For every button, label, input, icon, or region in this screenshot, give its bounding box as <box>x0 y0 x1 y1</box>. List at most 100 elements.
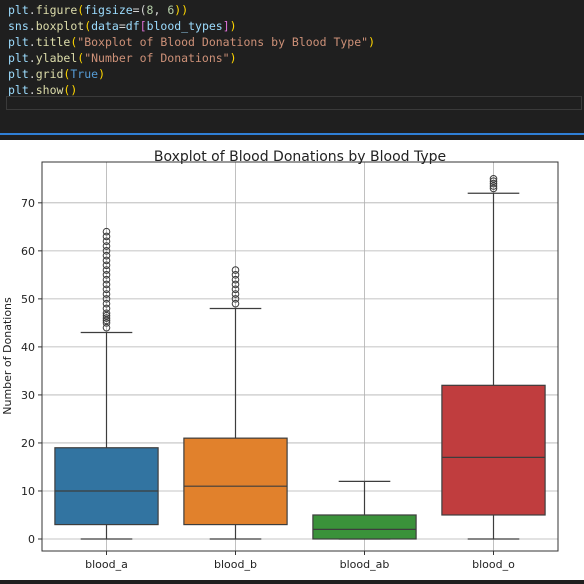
code-line: plt.grid(True) <box>8 66 375 82</box>
code-token: ( <box>84 19 92 33</box>
outlier-point <box>231 271 240 279</box>
outlier-point <box>231 266 240 274</box>
y-axis-ticks: 0 10 20 30 40 50 60 70 <box>21 197 42 546</box>
code-token: ) <box>368 35 376 49</box>
code-token: plt <box>8 83 29 97</box>
code-cell[interactable]: plt.figure(figsize=(8, 6)) sns.boxplot(da… <box>0 0 584 112</box>
outlier-point <box>102 261 111 270</box>
box-series <box>54 175 546 540</box>
outlier-point <box>102 251 111 260</box>
code-token: ( <box>77 3 85 17</box>
outlier-point <box>102 304 111 313</box>
outlier-point <box>489 177 498 186</box>
outlier-point <box>489 179 498 188</box>
outlier-point <box>102 285 111 294</box>
box-iqr <box>54 447 159 526</box>
outlier-point <box>102 247 111 255</box>
outlier-point <box>489 184 498 193</box>
y-tick-label: 30 <box>21 389 35 402</box>
box-iqr <box>312 514 417 540</box>
code-token: = <box>118 19 126 33</box>
outlier-point <box>102 316 111 325</box>
chart-figure: 0 10 20 30 40 50 60 70 blood_a blood_b blood_ab bl… <box>0 140 584 580</box>
box-blood_ab <box>312 480 417 540</box>
outlier-point <box>102 232 111 241</box>
code-token: ) <box>98 67 105 81</box>
empty-code-line[interactable] <box>6 96 582 110</box>
code-editor[interactable]: plt.figure(figsize=(8, 6)) sns.boxplot(da… <box>8 2 375 98</box>
code-token: boxplot <box>35 19 85 33</box>
code-token: title <box>35 35 71 49</box>
box-blood_b <box>183 266 288 540</box>
code-line: plt.figure(figsize=(8, 6)) <box>8 2 375 18</box>
code-token: plt <box>8 51 29 65</box>
outlier-point <box>102 237 111 246</box>
code-token: . <box>28 19 36 33</box>
code-token: ) <box>229 19 237 33</box>
plot-frame <box>41 161 559 552</box>
code-token: )) <box>174 3 189 17</box>
outlier-point <box>231 285 240 294</box>
outlier-point <box>102 290 111 298</box>
code-token: "Boxplot of Blood Donations by Blood Typ… <box>77 35 369 49</box>
code-token: figure <box>35 3 78 17</box>
code-token: ylabel <box>35 51 78 65</box>
code-line: plt.show() <box>8 82 375 98</box>
y-tick-label: 60 <box>21 245 35 258</box>
x-tick-label: blood_o <box>472 558 515 571</box>
code-token: blood_types <box>146 19 223 33</box>
box-blood_a <box>54 227 159 540</box>
code-token: . <box>28 83 36 97</box>
code-token: df <box>125 19 140 33</box>
outlier-point <box>102 295 111 303</box>
x-axis-ticks: blood_a blood_b blood_ab blood_o <box>85 551 515 571</box>
code-token: plt <box>8 3 29 17</box>
x-tick-label: blood_ab <box>340 558 390 571</box>
code-token: . <box>28 35 36 49</box>
box-iqr <box>183 437 288 526</box>
code-token: show <box>35 83 64 97</box>
outlier-point <box>102 275 111 284</box>
code-line: sns.boxplot(data=df[blood_types]) <box>8 18 375 34</box>
code-token: plt <box>8 35 29 49</box>
outlier-point <box>231 299 240 308</box>
outlier-point <box>231 280 240 289</box>
y-axis-label: Number of Donations <box>1 297 14 415</box>
outlier-point <box>231 295 240 303</box>
outlier-point <box>102 227 111 236</box>
outlier-point <box>102 311 111 320</box>
outlier-point <box>102 319 111 327</box>
code-token: "Number of Donations" <box>84 51 230 65</box>
code-token: 6 <box>167 3 175 17</box>
outlier-point <box>102 299 111 308</box>
code-token: . <box>28 3 36 17</box>
code-token: ( <box>77 51 85 65</box>
code-token: grid <box>35 67 64 81</box>
y-tick-label: 40 <box>21 341 35 354</box>
outlier-point <box>489 182 498 190</box>
box-blood_o <box>441 175 546 540</box>
y-tick-label: 0 <box>28 533 35 546</box>
y-tick-label: 70 <box>21 197 35 210</box>
code-token: ( <box>70 35 78 49</box>
outlier-point <box>102 323 111 332</box>
code-token: figsize <box>84 3 133 17</box>
code-token: () <box>63 83 78 97</box>
code-token: , <box>153 3 168 17</box>
outlier-point <box>231 275 240 284</box>
x-tick-label: blood_a <box>85 558 128 571</box>
code-token: . <box>28 51 36 65</box>
outlier-point <box>102 309 111 318</box>
outlier-point <box>102 256 111 265</box>
code-token: True <box>70 67 99 81</box>
outlier-point <box>102 266 111 274</box>
code-line: plt.title("Boxplot of Blood Donations by… <box>8 34 375 50</box>
box-iqr <box>441 384 546 516</box>
y-tick-label: 10 <box>21 485 35 498</box>
code-token: sns <box>8 19 29 33</box>
code-token: ( <box>63 67 71 81</box>
outlier-point <box>102 242 111 250</box>
outlier-point <box>102 271 111 279</box>
code-token: [ <box>139 19 147 33</box>
